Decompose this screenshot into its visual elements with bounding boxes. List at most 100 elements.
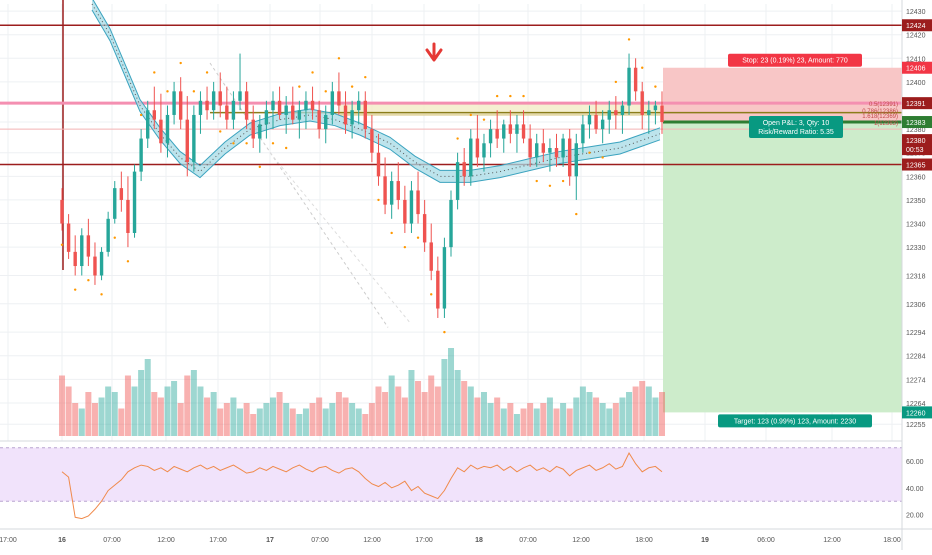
candle-body[interactable]	[337, 91, 341, 106]
candle-body[interactable]	[383, 176, 387, 205]
candle-body[interactable]	[225, 105, 229, 120]
candle-body[interactable]	[396, 181, 400, 200]
candle-body[interactable]	[324, 114, 328, 130]
candle-body[interactable]	[146, 110, 150, 139]
candle-body[interactable]	[528, 138, 532, 158]
candle-body[interactable]	[304, 100, 308, 111]
candle-body[interactable]	[291, 105, 295, 120]
candle-body[interactable]	[86, 235, 91, 257]
candle-body[interactable]	[469, 138, 473, 177]
candle-body[interactable]	[172, 91, 176, 115]
candle-body[interactable]	[620, 105, 625, 115]
sell-arrow-icon[interactable]	[425, 48, 443, 62]
candle-body[interactable]	[126, 199, 130, 233]
candle-body[interactable]	[317, 110, 321, 130]
candle-body[interactable]	[99, 251, 104, 276]
candle-body[interactable]	[449, 199, 453, 248]
candle-body[interactable]	[159, 119, 163, 144]
candle-body[interactable]	[139, 138, 143, 172]
candle-body[interactable]	[429, 242, 433, 271]
candle-body[interactable]	[541, 143, 546, 153]
open-pnl-box[interactable]	[749, 116, 843, 139]
candle-body[interactable]	[218, 91, 222, 106]
candle-body[interactable]	[442, 247, 447, 309]
candle-body[interactable]	[403, 199, 407, 224]
candle-body[interactable]	[244, 91, 249, 120]
candle-body[interactable]	[357, 100, 361, 111]
candle-body[interactable]	[554, 148, 559, 158]
stop-label-box[interactable]	[728, 53, 862, 67]
candle-body[interactable]	[389, 181, 394, 205]
candle-body[interactable]	[495, 129, 499, 139]
candle-body[interactable]	[192, 114, 196, 163]
candle-body[interactable]	[502, 124, 506, 139]
candle-body[interactable]	[455, 162, 460, 200]
candle-body[interactable]	[284, 105, 288, 115]
candle-body[interactable]	[363, 100, 367, 130]
candle-body[interactable]	[277, 100, 282, 115]
candle-body[interactable]	[614, 110, 618, 115]
candle-body[interactable]	[178, 91, 183, 120]
candle-body[interactable]	[231, 100, 236, 120]
candle-body[interactable]	[462, 162, 466, 177]
candle-body[interactable]	[482, 143, 486, 158]
candle-body[interactable]	[80, 235, 84, 267]
candle-body[interactable]	[93, 256, 97, 276]
candle-body[interactable]	[567, 138, 572, 177]
candle-body[interactable]	[488, 129, 493, 144]
candle-body[interactable]	[113, 188, 117, 219]
candle-body[interactable]	[66, 223, 71, 252]
price-axis[interactable]	[902, 0, 932, 550]
candle-body[interactable]	[376, 152, 381, 177]
candle-body[interactable]	[330, 91, 335, 115]
candle-body[interactable]	[132, 171, 137, 233]
candle-body[interactable]	[607, 110, 611, 120]
candle-body[interactable]	[574, 143, 578, 177]
candle-body[interactable]	[508, 124, 513, 134]
candle-body[interactable]	[548, 148, 552, 153]
candle-body[interactable]	[152, 110, 157, 120]
candle-body[interactable]	[198, 100, 203, 115]
candle-body[interactable]	[653, 105, 658, 111]
candle-body[interactable]	[251, 119, 255, 139]
candle-body[interactable]	[73, 251, 77, 267]
candle-body[interactable]	[211, 91, 216, 111]
candle-body[interactable]	[647, 110, 651, 115]
candle-body[interactable]	[205, 100, 209, 111]
candle-body[interactable]	[475, 138, 480, 158]
candle-body[interactable]	[515, 124, 519, 134]
candle-body[interactable]	[660, 105, 664, 123]
candle-body[interactable]	[535, 143, 539, 158]
candle-body[interactable]	[264, 110, 269, 125]
candle-body[interactable]	[258, 124, 262, 139]
candle-body[interactable]	[409, 190, 414, 224]
candle-body[interactable]	[238, 91, 242, 101]
candle-body[interactable]	[185, 119, 189, 163]
candle-body[interactable]	[581, 124, 585, 144]
candle-body[interactable]	[521, 124, 526, 139]
candle-body[interactable]	[343, 105, 348, 125]
candle-body[interactable]	[310, 100, 315, 111]
candle-body[interactable]	[60, 199, 64, 224]
candle-body[interactable]	[271, 100, 275, 111]
candle-body[interactable]	[561, 138, 565, 158]
candle-body[interactable]	[106, 218, 110, 252]
candle-body[interactable]	[600, 119, 605, 130]
candle-body[interactable]	[350, 110, 354, 125]
candle-body[interactable]	[594, 114, 598, 130]
candle-body[interactable]	[297, 110, 302, 120]
candle-body[interactable]	[416, 190, 420, 215]
candle-body[interactable]	[436, 270, 440, 309]
target-zone[interactable]	[663, 122, 902, 413]
candle-body[interactable]	[640, 91, 644, 115]
candle-body[interactable]	[633, 67, 638, 92]
candle-body[interactable]	[587, 114, 592, 125]
candle-body[interactable]	[422, 214, 427, 243]
target-label-box[interactable]	[718, 414, 872, 428]
candle-body[interactable]	[370, 129, 374, 153]
candle-body[interactable]	[627, 67, 631, 106]
candle-body[interactable]	[119, 188, 124, 200]
candle-body[interactable]	[165, 114, 170, 144]
